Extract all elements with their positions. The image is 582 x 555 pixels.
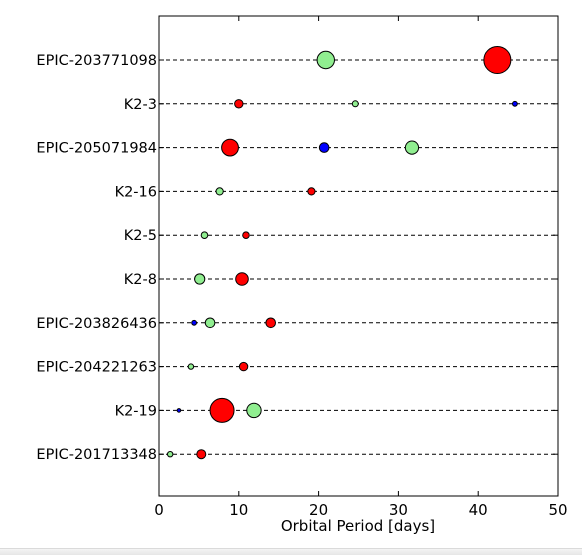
grid-lines: [159, 59, 558, 455]
planet-marker: [265, 317, 277, 329]
y-tick-label: K2-8: [124, 272, 157, 288]
planet-marker: [483, 46, 512, 74]
planet-marker: [307, 187, 316, 196]
y-tick-label: K2-16: [115, 184, 157, 200]
planet-marker: [235, 272, 249, 286]
x-tick-label: 50: [548, 501, 567, 519]
x-axis-label: Orbital Period [days]: [281, 517, 435, 535]
planet-marker: [209, 397, 235, 423]
x-tick-label: 10: [229, 501, 248, 519]
planet-marker: [176, 408, 182, 413]
x-tick-label: 40: [469, 501, 488, 519]
x-axis: 0 10 20 30 40 50: [154, 16, 568, 519]
y-tick-label: K2-3: [124, 97, 157, 113]
planet-marker: [204, 317, 216, 329]
planet-marker: [221, 138, 239, 157]
y-axis: EPIC-203771098 K2-3 EPIC-205071984 K2-16 K2-…: [36, 53, 558, 463]
y-tick-label: K2-19: [115, 403, 157, 419]
planet-marker: [246, 402, 262, 419]
y-tick-label: EPIC-203826436: [36, 316, 157, 332]
plot-frame: [158, 15, 559, 497]
planet-marker: [187, 363, 195, 370]
planet-marker: [351, 100, 359, 108]
y-tick-label: EPIC-201713348: [36, 447, 157, 463]
planet-marker: [191, 319, 198, 326]
planet-marker: [196, 449, 207, 460]
planet-marker: [194, 273, 206, 285]
planet-marker: [404, 140, 420, 155]
x-tick-label: 30: [389, 501, 408, 519]
x-tick-label: 20: [309, 501, 328, 519]
planet-marker: [238, 361, 249, 372]
planet-marker: [316, 50, 335, 70]
y-tick-label: EPIC-203771098: [36, 53, 157, 69]
x-tick-label: 0: [154, 501, 164, 519]
planet-marker: [512, 100, 518, 107]
planet-marker: [318, 142, 330, 153]
planet-marker: [166, 451, 174, 458]
y-tick-label: K2-5: [124, 228, 157, 244]
planet-markers: [166, 46, 518, 460]
planet-marker: [200, 231, 209, 239]
window-bottom-edge: [0, 548, 582, 555]
y-tick-label: EPIC-205071984: [36, 141, 157, 157]
y-tick-label: EPIC-204221263: [36, 360, 157, 376]
planet-marker: [215, 187, 224, 196]
planet-marker: [242, 231, 250, 239]
planet-marker: [234, 99, 244, 109]
